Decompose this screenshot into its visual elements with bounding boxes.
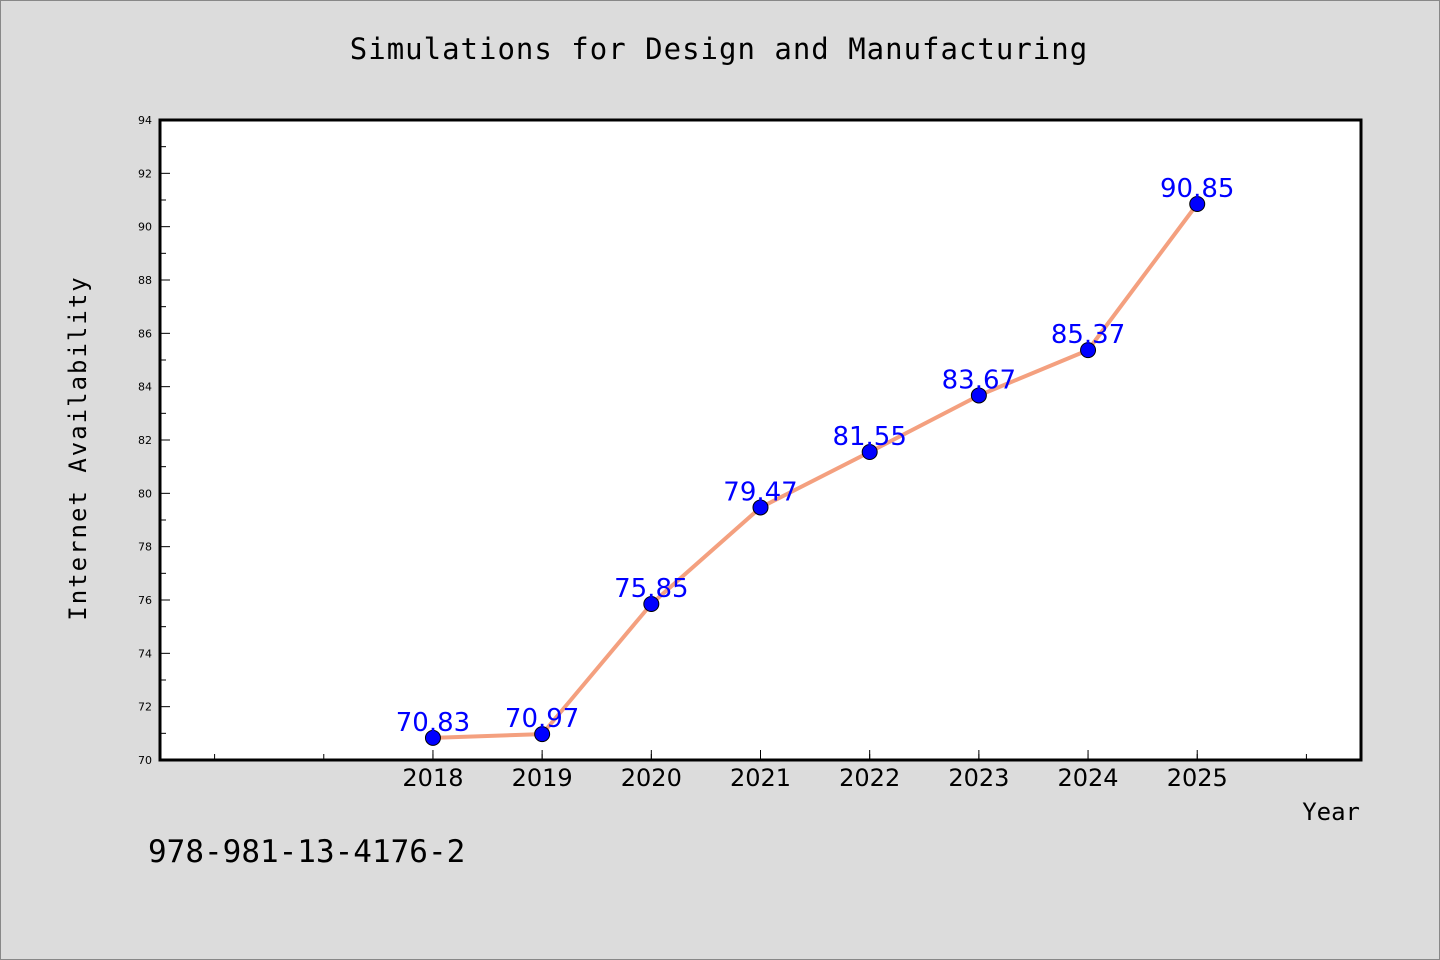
x-tick-label: 2020 <box>621 764 682 792</box>
data-point <box>1080 342 1097 359</box>
series-layer: 70.83 70.97 75.85 79.47 81.55 83.67 85.37 90.85 <box>396 174 1234 746</box>
data-point <box>861 444 878 460</box>
data-point <box>970 387 987 404</box>
data-label: 79.47 <box>723 477 797 507</box>
data-point <box>752 499 769 516</box>
data-point <box>643 596 660 612</box>
y-tick-label: 78 <box>138 541 152 554</box>
y-tick-label: 70 <box>138 754 152 767</box>
chart-title: Simulations for Design and Manufacturing <box>349 32 1089 66</box>
data-label: 83.67 <box>942 365 1016 395</box>
data-label: 85.37 <box>1051 320 1125 350</box>
x-axis: 2018 2019 2020 2021 2022 2023 2024 2025 <box>214 750 1307 792</box>
data-label: 75.85 <box>614 574 688 604</box>
data-label: 81.55 <box>832 422 906 452</box>
y-axis-label: Internet Availability <box>64 275 92 620</box>
y-tick-label: 86 <box>138 327 152 340</box>
y-tick-label: 76 <box>138 594 152 607</box>
y-tick-label: 82 <box>138 434 152 447</box>
y-tick-label: 84 <box>138 381 152 394</box>
x-tick-label: 2023 <box>948 764 1009 792</box>
plot-area <box>158 118 1363 762</box>
x-tick-label: 2018 <box>402 764 463 792</box>
data-label: 70.83 <box>396 708 470 738</box>
y-tick-label: 92 <box>138 167 152 180</box>
y-tick-label: 88 <box>138 274 152 287</box>
series-line <box>432 202 1199 740</box>
data-label: 90.85 <box>1160 174 1234 204</box>
x-tick-label: 2021 <box>730 764 791 792</box>
x-tick-label: 2019 <box>512 764 573 792</box>
y-tick-label: 74 <box>138 647 152 660</box>
y-tick-label: 94 <box>138 114 152 127</box>
y-axis: 70 72 74 76 78 80 82 84 86 88 90 92 94 <box>138 114 170 767</box>
x-tick-label: 2025 <box>1167 764 1228 792</box>
y-tick-label: 80 <box>138 487 152 500</box>
data-point <box>1189 196 1206 212</box>
x-tick-label: 2024 <box>1058 764 1119 792</box>
x-tick-label: 2022 <box>839 764 900 792</box>
isbn-text: 978-981-13-4176-2 <box>148 834 466 870</box>
y-tick-label: 90 <box>138 221 152 234</box>
data-point <box>424 729 441 746</box>
data-label: 70.97 <box>505 704 579 734</box>
y-tick-label: 72 <box>138 701 152 714</box>
x-axis-label: Year <box>1302 798 1360 826</box>
data-point <box>534 726 551 743</box>
